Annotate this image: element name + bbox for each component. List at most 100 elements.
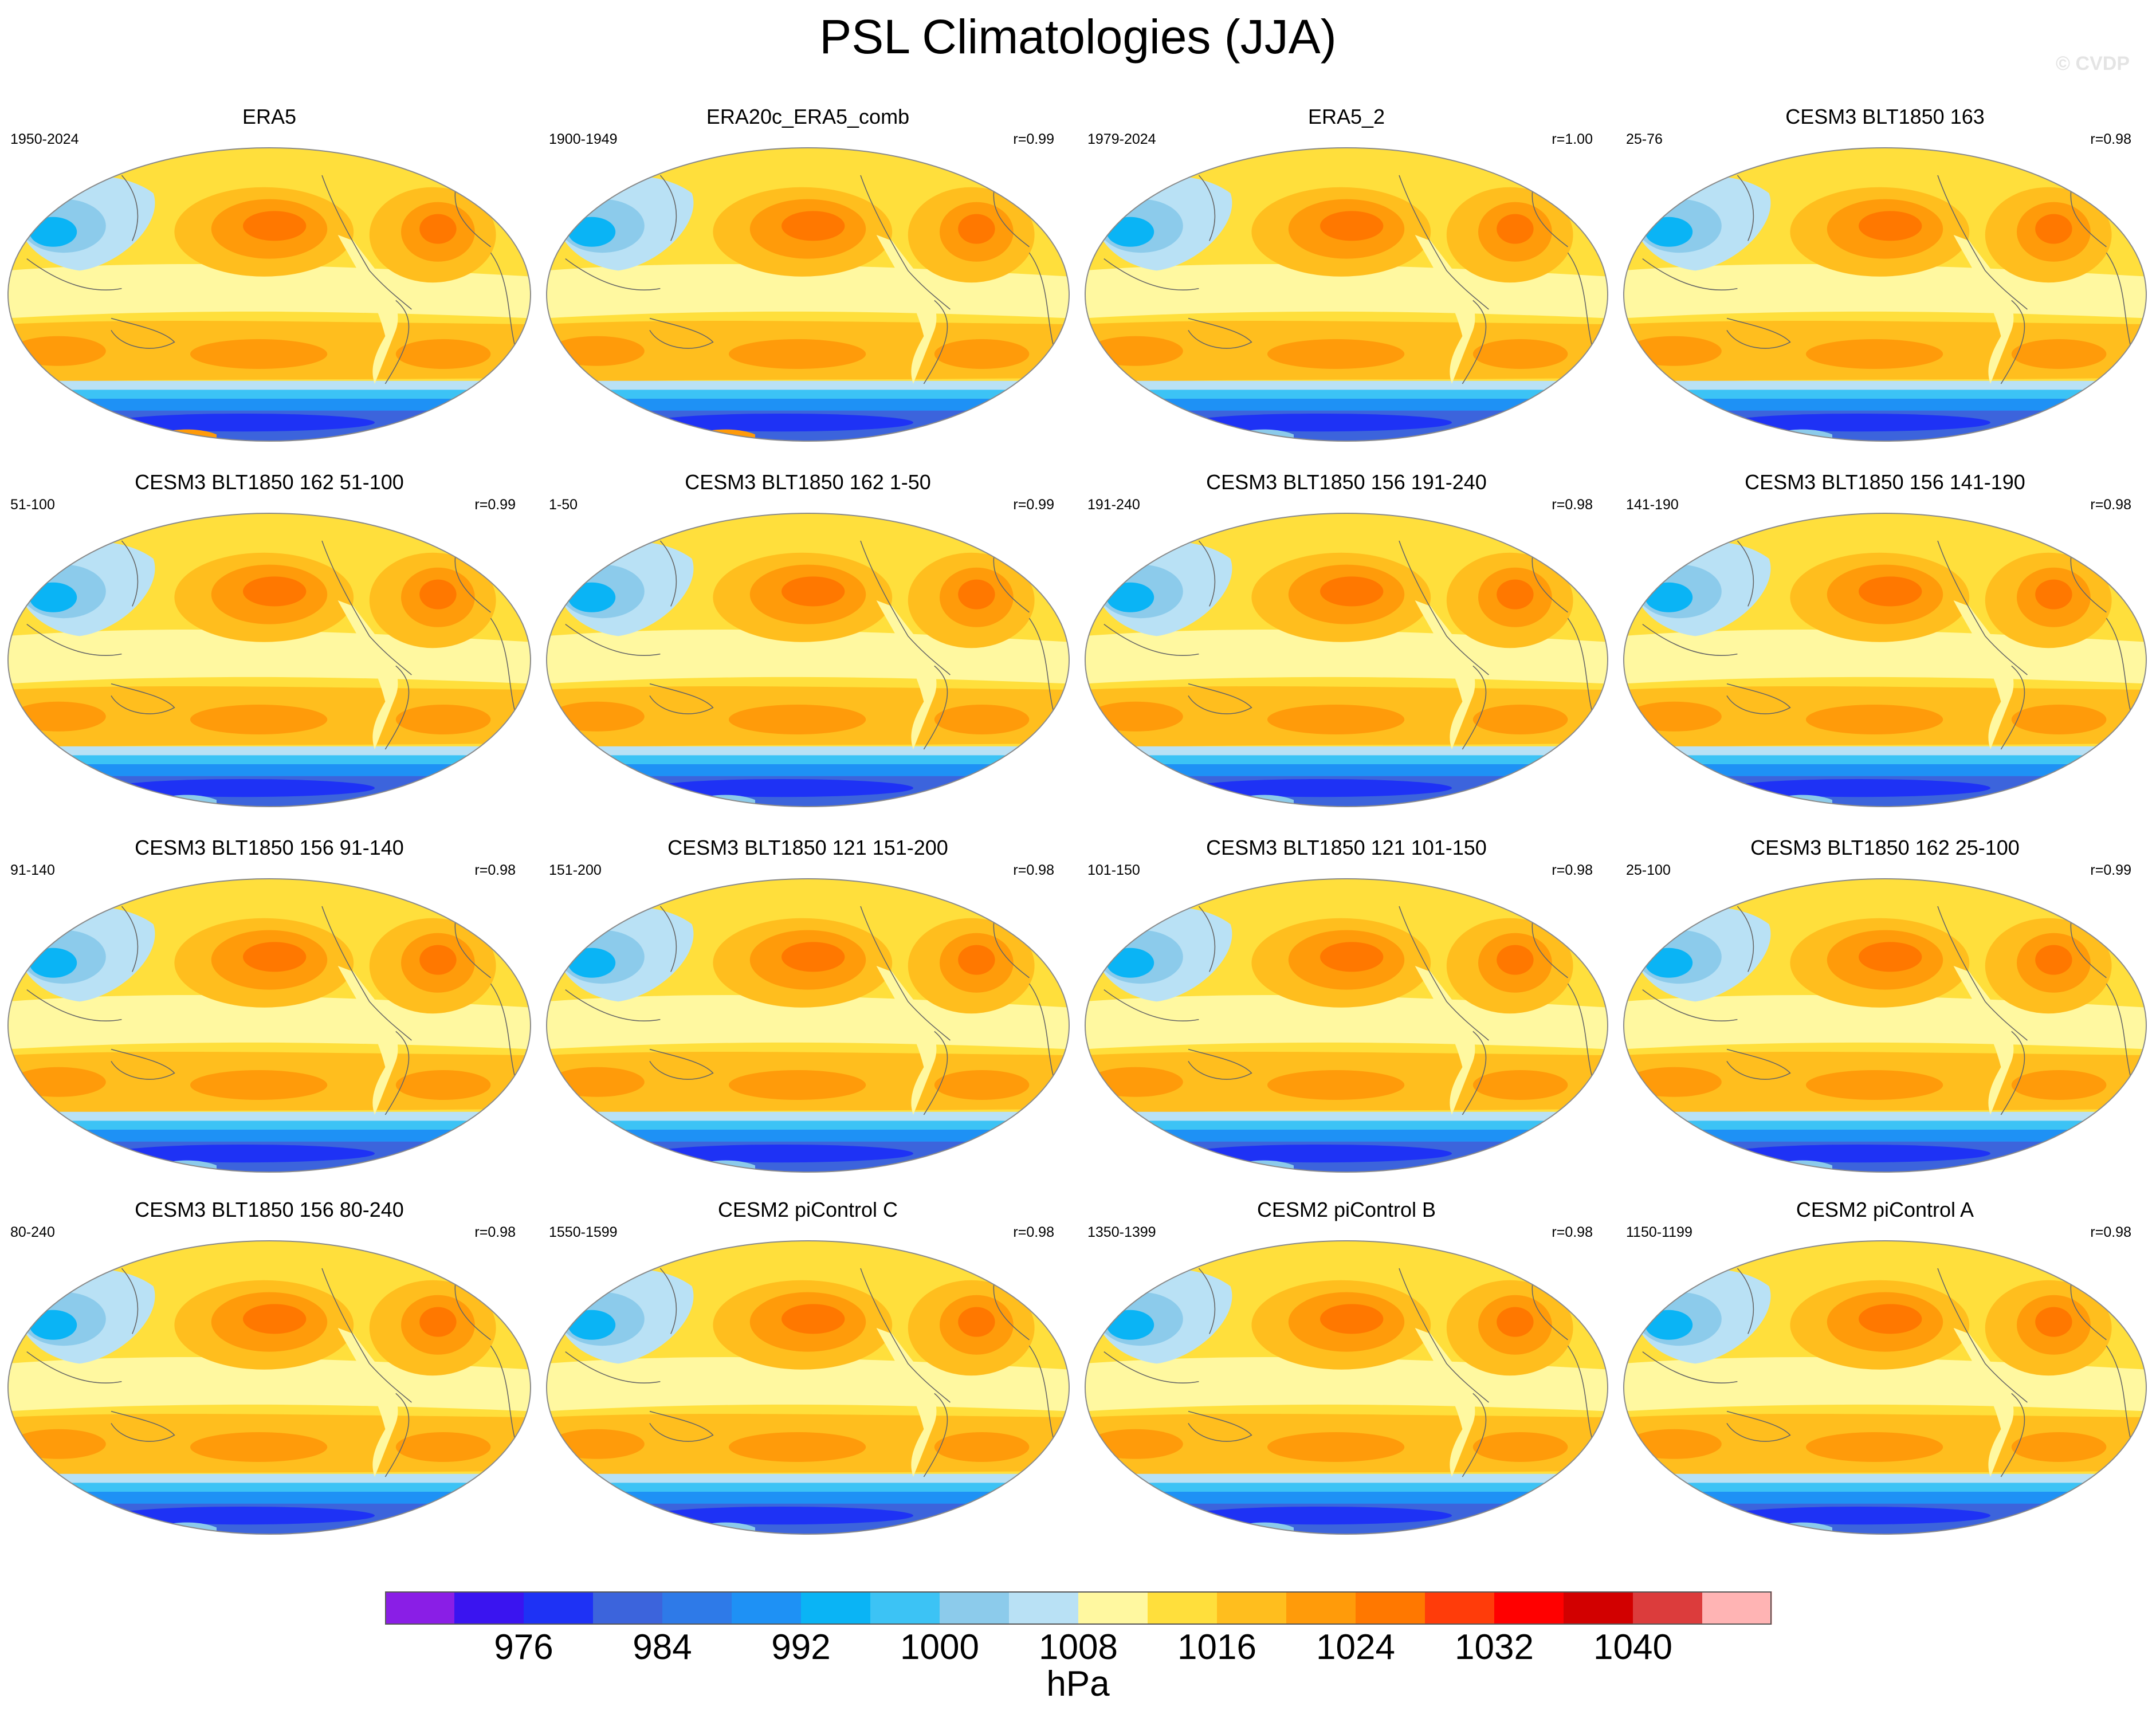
- field-tropics: [1085, 264, 1608, 319]
- map-outline: [1623, 878, 2147, 1173]
- coastline: [384, 300, 410, 384]
- field-americas: [1953, 966, 2014, 1115]
- field-npac-high-core: [781, 211, 845, 241]
- panel-correlation: r=0.98: [1552, 497, 1593, 513]
- coastline: [111, 683, 175, 714]
- field-npac-high-core: [243, 942, 307, 972]
- field-south-high-core: [395, 705, 491, 734]
- colorbar-tick-label: 1032: [1455, 1627, 1534, 1667]
- coastline: [1399, 1268, 1489, 1403]
- coastline: [121, 540, 139, 607]
- panel-title: CESM3 BLT1850 156 91-140: [135, 836, 404, 859]
- psl-map: [7, 878, 532, 1173]
- coastline: [860, 175, 951, 310]
- field-tropics: [8, 1357, 531, 1412]
- map-outline: [545, 1240, 1070, 1535]
- colorbar-tick-labels: 976 984 992 1000 1008 1016 1024 1032 1040: [0, 1625, 2156, 1670]
- coastline: [26, 258, 122, 290]
- field-south-high-core: [1806, 705, 1943, 734]
- map-outline: [545, 147, 1070, 442]
- panel-correlation: r=0.98: [474, 862, 516, 878]
- field-south-high-core: [2011, 1070, 2107, 1100]
- field-americas: [337, 600, 398, 749]
- field-asia-low-core: [568, 1310, 616, 1340]
- field-south-high-core: [729, 1070, 866, 1100]
- field-npac-high-core: [1859, 576, 1922, 607]
- coastline: [1642, 1351, 1738, 1383]
- panel-correlation: r=0.98: [1013, 1224, 1054, 1240]
- coastline: [121, 1268, 139, 1334]
- field-so-band: [1624, 1121, 2146, 1133]
- coastline: [1198, 1268, 1216, 1334]
- field-south-high-core: [1088, 1429, 1183, 1459]
- field-south-high-core: [729, 339, 866, 369]
- field-south-high-core: [1472, 339, 1568, 369]
- field-south-high-core: [1472, 1070, 1568, 1100]
- panel-correlation: r=0.98: [2090, 497, 2131, 513]
- field-south-high-core: [2011, 705, 2107, 734]
- map-panel: CESM2 piControl B 1350-1399 r=0.98: [1077, 1197, 1616, 1562]
- field-npac-high-core: [781, 576, 845, 607]
- coastline: [490, 1345, 518, 1448]
- coastline: [923, 1031, 948, 1115]
- colorbar-tick-label: 1008: [1039, 1627, 1118, 1667]
- field-south-high-core: [11, 701, 106, 732]
- map-outline: [1623, 513, 2147, 807]
- panel-correlation: r=0.98: [1013, 862, 1054, 878]
- field-americas: [876, 600, 937, 749]
- field-so-core: [650, 1507, 913, 1525]
- coastline: [1726, 1048, 1791, 1080]
- coastline: [649, 683, 714, 714]
- field-south-high-core: [1806, 1070, 1943, 1100]
- colorbar-tick-label: 1016: [1177, 1627, 1256, 1667]
- field-asia-low-core: [1106, 1310, 1154, 1340]
- panel-years: 1950-2024: [10, 131, 79, 147]
- colorbar-segment: [1494, 1591, 1564, 1625]
- field-americas: [337, 966, 398, 1115]
- panel-title: ERA5_2: [1307, 105, 1385, 128]
- map-outline: [1623, 1240, 2147, 1535]
- field-tropics: [1085, 995, 1608, 1049]
- field-so-core: [111, 1507, 375, 1525]
- map-outline: [1084, 147, 1609, 442]
- field-so-core: [650, 1145, 913, 1163]
- field-npac-high-core: [243, 211, 307, 241]
- coastline: [1028, 618, 1057, 720]
- field-tropics: [547, 995, 1069, 1049]
- coastline: [1737, 175, 1754, 241]
- field-south-high-core: [934, 1070, 1030, 1100]
- panel-years: 141-190: [1626, 497, 1679, 513]
- panel-years: 25-100: [1626, 862, 1671, 878]
- field-npac-high-core: [1859, 211, 1922, 241]
- field-south-high-core: [1627, 701, 1722, 732]
- panel-title: CESM3 BLT1850 162 25-100: [1750, 836, 2020, 859]
- field-asia-low-core: [568, 948, 616, 978]
- coastlines: [26, 906, 518, 1115]
- field-tropics: [1624, 995, 2146, 1049]
- panel-title: CESM3 BLT1850 162 51-100: [135, 470, 404, 494]
- field-americas: [1415, 600, 1475, 749]
- field-americas: [876, 235, 937, 384]
- coastlines: [1103, 906, 1595, 1115]
- colorbar-segment: [1148, 1591, 1218, 1625]
- coastline: [923, 665, 948, 750]
- field-asia-low-core: [29, 582, 77, 612]
- field-so-core: [650, 414, 913, 432]
- field-npac-high-core: [1320, 942, 1384, 972]
- panel-correlation: r=0.98: [2090, 1224, 2131, 1240]
- field-south-high-core: [190, 1070, 328, 1100]
- field-tropics: [8, 995, 531, 1049]
- field-tropics: [1624, 264, 2146, 319]
- panel-correlation: r=0.98: [1552, 862, 1593, 878]
- coastline: [26, 989, 122, 1021]
- coastline: [1567, 983, 1595, 1086]
- coastline: [321, 1268, 412, 1403]
- colorbar-segment: [801, 1591, 871, 1625]
- field-south-high-core: [1267, 1432, 1405, 1462]
- panel-years: 1979-2024: [1087, 131, 1156, 147]
- coastlines: [565, 1268, 1057, 1477]
- field-natl-high-core: [1497, 579, 1534, 610]
- psl-field: [8, 513, 531, 807]
- colorbar-segment: [593, 1591, 663, 1625]
- psl-map: [545, 1240, 1070, 1535]
